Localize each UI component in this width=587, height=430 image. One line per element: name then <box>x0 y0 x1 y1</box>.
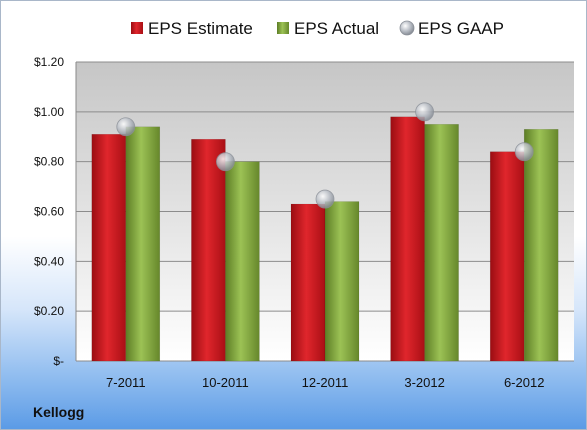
bar-estimate <box>290 203 326 362</box>
y-tick-label: $- <box>53 354 64 368</box>
legend-label: EPS Estimate <box>148 19 253 38</box>
y-tick-label: $0.20 <box>34 304 64 318</box>
bar-estimate <box>191 138 226 362</box>
legend: EPS Estimate EPS Actual EPS GAAP <box>131 19 504 38</box>
bar-actual <box>324 201 360 362</box>
gaap-marker <box>215 152 235 172</box>
bar-estimate <box>489 151 525 362</box>
legend-swatch <box>277 22 289 34</box>
x-tick-label: 6-2012 <box>504 375 544 390</box>
bar-actual <box>125 126 161 362</box>
gaap-marker <box>315 189 335 209</box>
legend-swatch <box>131 22 143 34</box>
y-tick-label: $0.40 <box>34 254 64 268</box>
company-label: Kellogg <box>33 404 84 420</box>
bar-actual <box>424 124 459 362</box>
x-tick-label: 10-2011 <box>202 375 249 390</box>
gaap-marker <box>415 102 435 122</box>
legend-label: EPS Actual <box>294 19 379 38</box>
gaap-marker <box>514 142 534 162</box>
x-tick-label: 12-2011 <box>302 375 349 390</box>
legend-label: EPS GAAP <box>418 19 504 38</box>
legend-swatch <box>399 20 415 36</box>
x-tick-label: 3-2012 <box>404 375 444 390</box>
y-tick-label: $0.80 <box>34 155 64 169</box>
x-tick-label: 7-2011 <box>106 375 146 390</box>
y-tick-label: $1.00 <box>34 105 64 119</box>
bar-estimate <box>390 116 425 362</box>
gaap-marker <box>116 117 136 137</box>
bar-actual <box>523 129 559 362</box>
bar-estimate <box>91 134 127 362</box>
y-tick-label: $0.60 <box>34 205 64 219</box>
bar-actual <box>225 161 260 362</box>
y-tick-label: $1.20 <box>34 55 64 69</box>
